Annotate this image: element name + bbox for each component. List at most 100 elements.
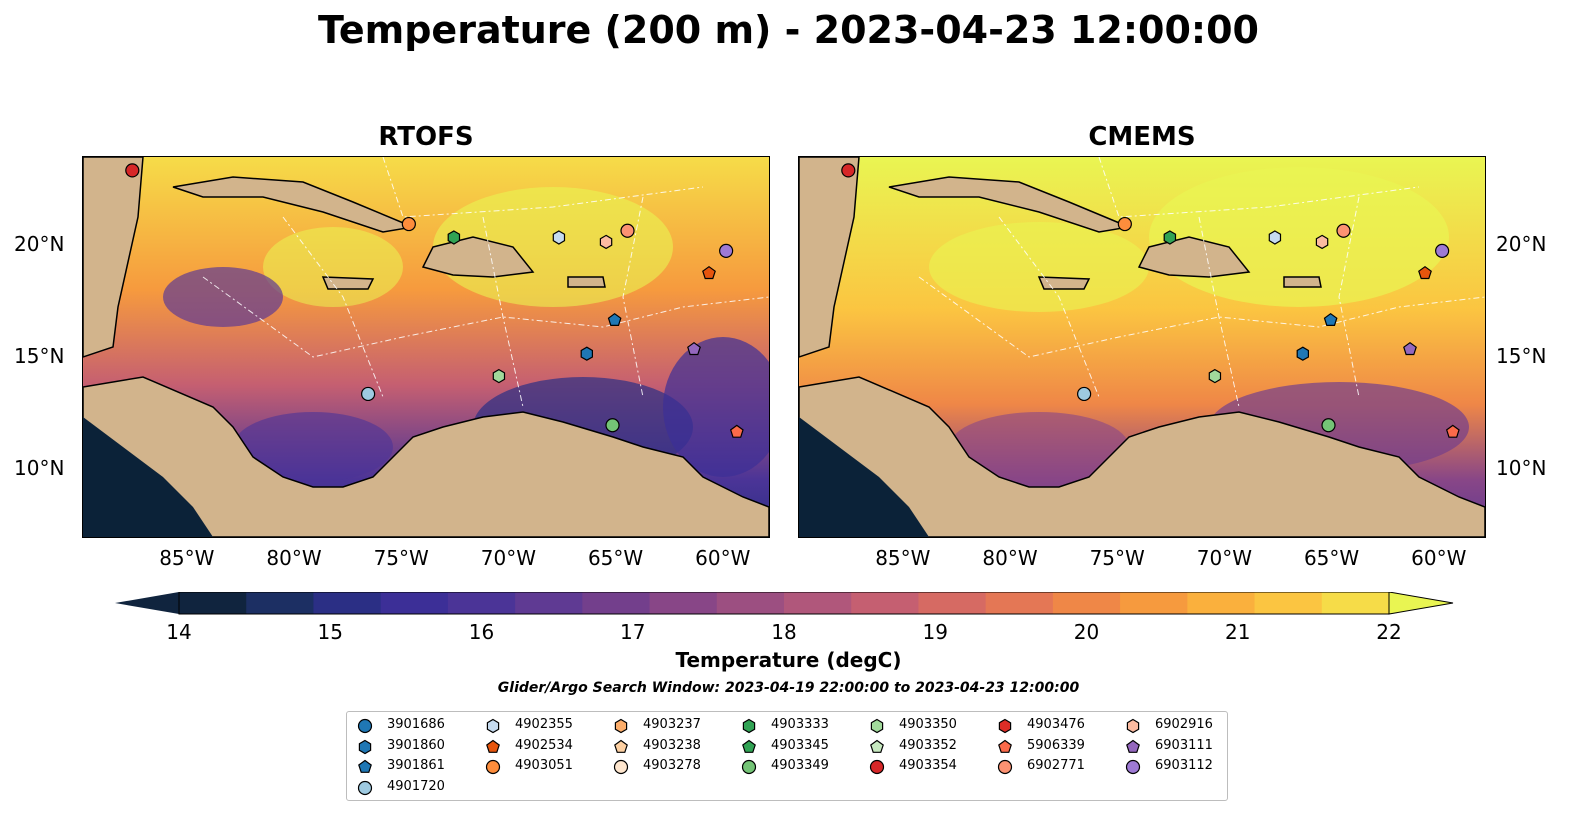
temperature-map-cmems — [799, 157, 1485, 537]
float-marker-6903112 — [719, 243, 734, 258]
colorbar-cell — [649, 592, 718, 614]
legend-label: 4903349 — [771, 758, 829, 773]
panel-title-rtofs: RTOFS — [378, 122, 474, 152]
float-marker-6902916 — [599, 234, 613, 250]
legend-marker-icon — [614, 718, 628, 734]
legend-marker-icon — [742, 739, 756, 753]
colorbar-cell — [985, 592, 1054, 614]
legend-marker-icon — [613, 759, 629, 775]
temperature-map-rtofs — [83, 157, 769, 537]
float-marker-3901860 — [1296, 346, 1309, 361]
land-masses — [83, 157, 769, 537]
legend-label: 6902916 — [1155, 717, 1213, 732]
lon-tick-label: 85°W — [875, 546, 931, 570]
colorbar-tick-label: 14 — [166, 620, 192, 644]
lon-tick-label: 80°W — [982, 546, 1038, 570]
legend-marker-icon — [998, 718, 1012, 734]
float-marker-6902916 — [1315, 234, 1329, 250]
legend-label: 4903345 — [771, 737, 829, 753]
colorbar-cell — [1052, 592, 1121, 614]
colorbar-cell — [179, 592, 247, 614]
colorbar — [115, 592, 1454, 615]
legend-marker-icon — [486, 718, 500, 734]
legend-marker-icon — [358, 759, 372, 773]
colorbar-cell — [784, 592, 852, 614]
legend-label: 4902355 — [515, 717, 573, 732]
legend-label: 6903111 — [1155, 737, 1213, 753]
colorbar-cell — [447, 592, 516, 614]
float-marker-5906339 — [1445, 424, 1460, 438]
legend-label: 6903112 — [1155, 758, 1213, 773]
colorbar-cell — [851, 592, 919, 614]
legend-label: 4903352 — [899, 737, 957, 753]
colorbar-label: Temperature (degC) — [675, 648, 902, 672]
figure-title: Temperature (200 m) - 2023-04-23 12:00:0… — [317, 8, 1259, 52]
legend-marker-icon — [358, 739, 372, 754]
colorbar-cell — [1254, 592, 1323, 614]
float-marker-3901861 — [607, 312, 622, 326]
legend-marker-icon — [998, 739, 1012, 753]
legend-marker-icon — [742, 718, 756, 734]
float-marker-5906339 — [729, 424, 744, 438]
legend-label: 4903051 — [515, 758, 573, 773]
float-marker-4903350 — [1208, 368, 1222, 384]
legend-label: 6902771 — [1027, 758, 1085, 773]
float-marker-4903350 — [492, 368, 506, 384]
lon-tick-label: 70°W — [1196, 546, 1252, 570]
legend-label: 5906339 — [1027, 737, 1085, 753]
legend-label: 4903278 — [643, 758, 701, 773]
legend-marker-icon — [870, 739, 884, 753]
colorbar-cell — [380, 592, 449, 614]
float-marker-4903349 — [1321, 418, 1336, 433]
legend-label: 4903350 — [899, 717, 957, 732]
lat-tick-label: 10°N — [14, 455, 65, 480]
lon-tick-label: 75°W — [373, 546, 429, 570]
colorbar-tick-label: 22 — [1376, 620, 1402, 644]
legend-marker-icon — [1126, 718, 1140, 734]
float-marker-4903354 — [841, 163, 856, 178]
legend-marker-icon — [357, 718, 373, 734]
legend-label: 3901686 — [387, 717, 445, 732]
lon-tick-label: 75°W — [1089, 546, 1145, 570]
colorbar-extend-high — [1388, 592, 1454, 615]
float-marker-4903354 — [125, 163, 140, 178]
legend-marker-icon — [1126, 739, 1140, 753]
float-marker-4901720 — [361, 386, 376, 402]
float-marker-4903333 — [447, 230, 461, 245]
colorbar-cell — [515, 592, 583, 614]
colorbar-cell — [1187, 592, 1256, 614]
colorbar-tick-label: 18 — [771, 620, 797, 644]
legend-label: 4903238 — [643, 737, 701, 753]
lon-tick-label: 65°W — [1303, 546, 1360, 570]
map-panel-cmems — [798, 156, 1486, 538]
lat-tick-label: 15°N — [14, 344, 65, 369]
panel-title-cmems: CMEMS — [1088, 122, 1196, 152]
colorbar-tick-label: 19 — [922, 620, 948, 644]
float-marker-3901861 — [1323, 312, 1338, 326]
legend-label: 4903237 — [643, 717, 701, 732]
legend-label: 4903476 — [1027, 717, 1085, 732]
legend-marker-icon — [997, 759, 1013, 775]
legend-label: 3901861 — [387, 758, 445, 773]
legend-label: 4903333 — [771, 717, 829, 732]
colorbar-cell — [918, 592, 987, 614]
eez-boundaries — [202, 157, 769, 408]
colorbar-cell — [313, 592, 382, 614]
colorbar-extend-low — [115, 592, 179, 614]
colorbar-tick-label: 15 — [317, 620, 343, 644]
colorbar-cell — [1321, 592, 1390, 614]
lon-tick-label: 60°W — [1411, 546, 1467, 570]
colorbar-cell — [716, 592, 785, 614]
colorbar-tick-label: 20 — [1073, 620, 1100, 644]
lon-tick-label: 70°W — [480, 546, 536, 570]
float-marker-3901860 — [580, 346, 593, 361]
float-marker-4902355 — [552, 230, 566, 245]
lat-tick-label: 20°N — [14, 232, 65, 257]
float-marker-4903333 — [1163, 230, 1177, 245]
lat-tick-label: 20°N — [1496, 232, 1547, 257]
legend-marker-icon — [870, 718, 884, 734]
float-marker-6903111 — [1403, 341, 1417, 356]
colorbar-tick-label: 21 — [1225, 620, 1251, 644]
legend-label: 3901860 — [387, 737, 445, 753]
float-markers-rtofs — [125, 163, 744, 438]
